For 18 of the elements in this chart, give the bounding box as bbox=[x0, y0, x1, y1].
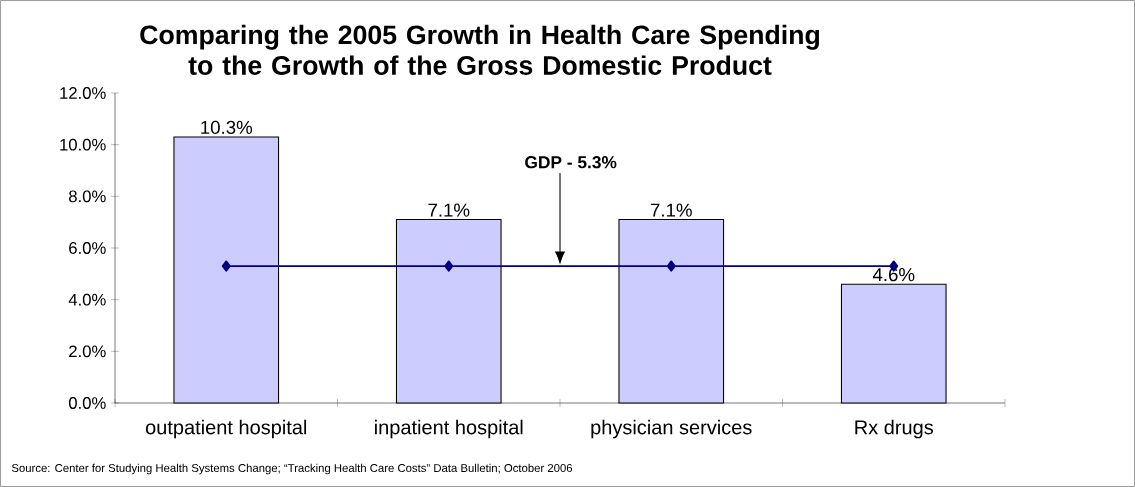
data-label: 7.1% bbox=[650, 203, 692, 217]
x-tick-label: inpatient hospital bbox=[375, 419, 523, 439]
source-note: Source: Center for Studying Health Systems Change; “Tracking Health Care Costs” Data Bulletin; October 2006 bbox=[11, 463, 573, 475]
y-tick-label: 0.0% bbox=[68, 397, 106, 409]
x-tick-label: outpatient hospital bbox=[145, 419, 307, 439]
x-tick-label: Rx drugs bbox=[855, 419, 934, 439]
y-tick-label: 6.0% bbox=[69, 242, 106, 254]
data-label: 10.3% bbox=[201, 120, 253, 134]
annotation: GDP - 5.3% bbox=[525, 156, 617, 169]
data-label: 4.6% bbox=[872, 268, 915, 282]
x-tick-label: physician services bbox=[591, 419, 752, 439]
chart-title: Comparing the 2005 Growth in Health Care Spending to the Growth of the Gross Domestic Product bbox=[140, 24, 820, 75]
y-tick-label: 10.0% bbox=[60, 138, 106, 151]
y-tick-label: 8.0% bbox=[69, 190, 106, 203]
y-tick-label: 4.0% bbox=[68, 293, 106, 306]
y-tick-label: 2.0% bbox=[69, 345, 106, 358]
data-label: 7.1% bbox=[428, 203, 470, 217]
y-tick-label: 12.0% bbox=[60, 87, 106, 99]
